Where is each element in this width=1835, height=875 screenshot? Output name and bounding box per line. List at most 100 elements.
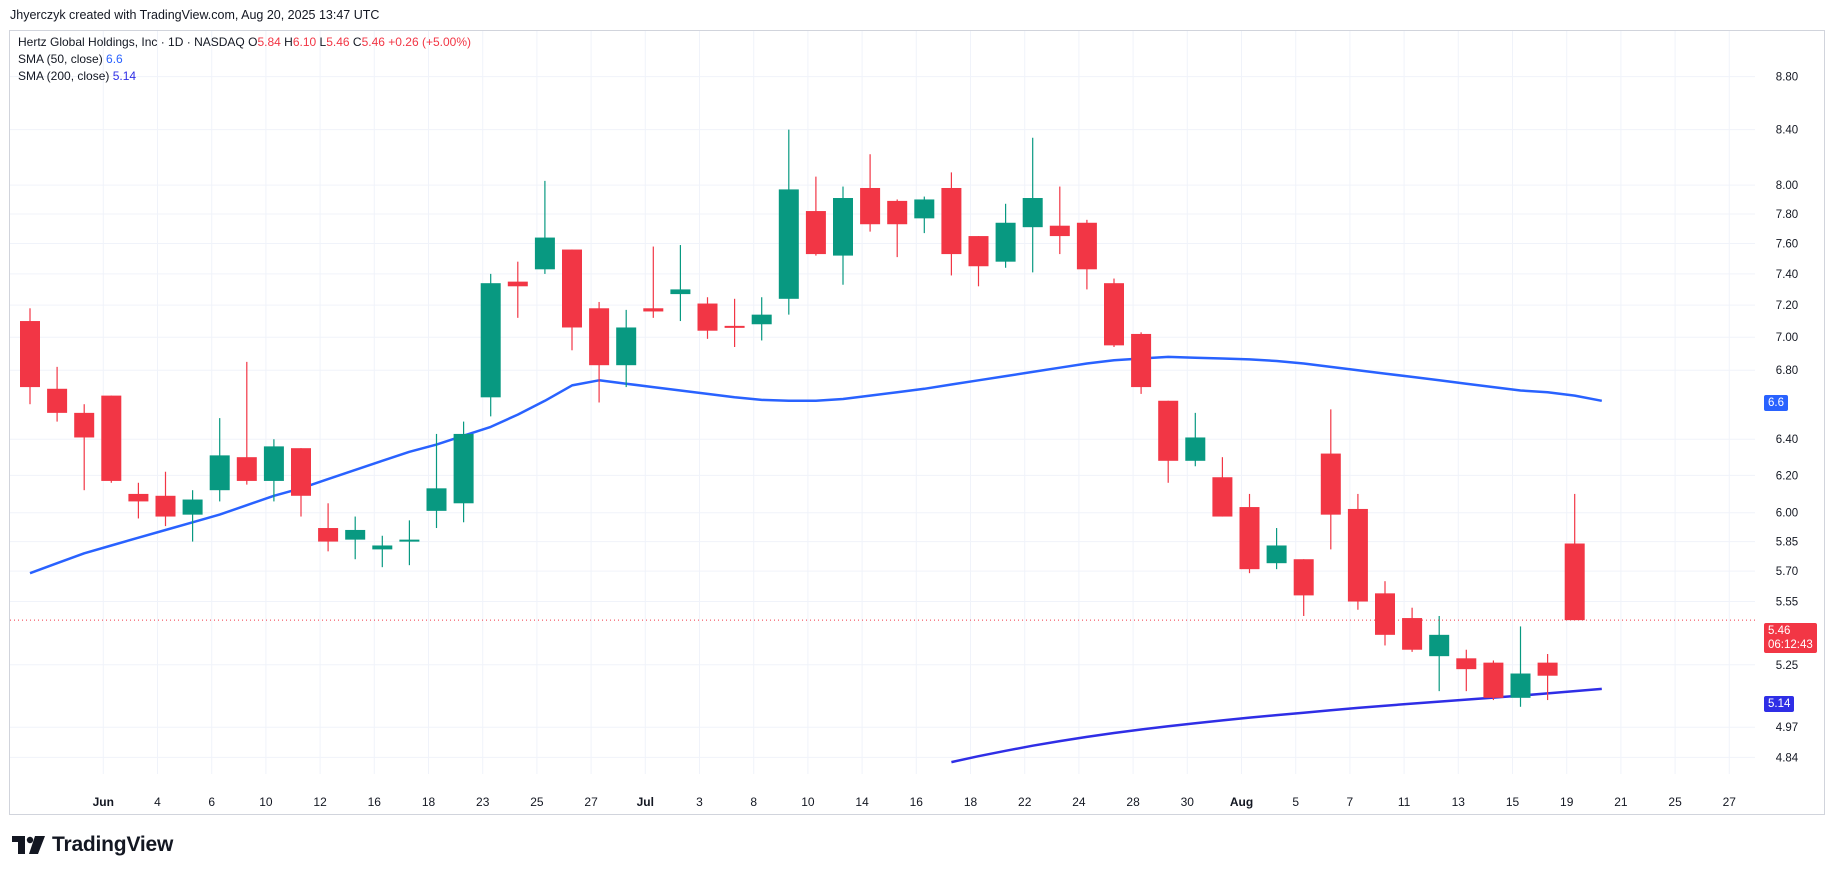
- time-tick-label: 7: [1347, 795, 1354, 809]
- candle-body: [643, 308, 664, 312]
- candle-body: [1375, 593, 1395, 635]
- legend-sma200-row[interactable]: SMA (200, close) 5.14: [18, 68, 471, 85]
- candle: [1239, 493, 1260, 574]
- tradingview-logo-icon: [12, 836, 45, 854]
- candle-body: [589, 308, 610, 366]
- candle-body: [236, 457, 257, 481]
- time-tick-label: 25: [1668, 795, 1682, 809]
- candle: [941, 172, 962, 276]
- candlestick-chart[interactable]: 8.80 8.40 8.00 7.80 7.60 7.40 7.20 7.00 6.80 6.40…: [0, 0, 1835, 815]
- candle-body: [1402, 618, 1423, 650]
- time-tick-label: 27: [584, 795, 598, 809]
- time-tick-label: 6: [208, 795, 215, 809]
- candle: [887, 199, 908, 258]
- candle-body: [1510, 673, 1531, 698]
- price-tick-label: 8.80: [1776, 72, 1798, 84]
- time-tick-label: 12: [313, 795, 327, 809]
- sma-200-path: [951, 687, 1602, 764]
- time-tick-label: 4: [154, 795, 161, 809]
- candle: [697, 297, 718, 339]
- chart-legend: Hertz Global Holdings, Inc · 1D · NASDAQ…: [18, 34, 471, 85]
- price-tick-label: 8.40: [1776, 125, 1798, 137]
- candle-body: [1564, 543, 1585, 621]
- candle-body: [128, 493, 149, 502]
- legend-sma200-label: SMA (200, close): [18, 69, 110, 83]
- candle-body: [1131, 333, 1152, 388]
- candle-body: [1456, 658, 1477, 670]
- candle-body: [968, 236, 989, 267]
- time-tick-label: 16: [368, 795, 382, 809]
- candle-body: [426, 488, 447, 511]
- legend-sma50-label: SMA (50, close): [18, 52, 103, 66]
- candle: [426, 433, 447, 529]
- time-tick-label: 3: [696, 795, 703, 809]
- candle-body: [20, 321, 40, 388]
- candle: [1510, 626, 1531, 707]
- candle-body: [372, 545, 393, 550]
- candle: [751, 297, 772, 341]
- time-tick-label: 24: [1072, 795, 1086, 809]
- candle: [1131, 332, 1152, 394]
- legend-open-value: 5.84: [257, 35, 281, 49]
- legend-close-value: 5.46: [361, 35, 385, 49]
- legend-sma50-row[interactable]: SMA (50, close) 6.6: [18, 51, 471, 68]
- price-tick-label: 4.84: [1776, 752, 1799, 764]
- candle-body: [1185, 437, 1206, 461]
- time-tick-label: Aug: [1230, 795, 1253, 809]
- time-tick-label: 21: [1614, 795, 1628, 809]
- candle: [74, 404, 95, 491]
- candle: [1402, 607, 1423, 652]
- candle-body: [345, 529, 366, 540]
- candle-body: [616, 327, 637, 366]
- candle: [562, 249, 582, 351]
- time-tick-label: 14: [855, 795, 869, 809]
- candle: [1212, 457, 1233, 517]
- legend-sma200-value: 5.14: [112, 69, 137, 83]
- time-tick-label: 19: [1560, 795, 1574, 809]
- time-tick-label: 13: [1452, 795, 1466, 809]
- last-price-tag: 5.46 06:12:43: [1764, 623, 1817, 653]
- candle-body: [101, 395, 122, 481]
- attribution-text: Jhyerczyk created with TradingView.com, …: [10, 8, 380, 22]
- candle: [616, 309, 637, 388]
- candle: [1158, 400, 1179, 483]
- price-tick-label: 7.80: [1776, 209, 1798, 221]
- candle: [507, 261, 528, 318]
- candle-body: [1049, 225, 1070, 237]
- sma50-price-tag: 6.6: [1764, 395, 1788, 411]
- price-tick-label: 6.80: [1776, 365, 1798, 377]
- candle-body: [291, 448, 311, 496]
- candle-body: [507, 281, 528, 287]
- candle: [236, 361, 257, 485]
- candle: [155, 471, 176, 527]
- candle: [345, 516, 366, 560]
- candle: [805, 176, 826, 256]
- candle: [1104, 278, 1124, 348]
- candle-body: [914, 199, 935, 219]
- candle: [1347, 493, 1368, 610]
- candle-body: [833, 198, 853, 256]
- candle: [643, 246, 664, 318]
- time-tick-label: 10: [801, 795, 815, 809]
- candle: [1022, 137, 1043, 273]
- time-tick-label: 16: [910, 795, 924, 809]
- candle: [860, 154, 881, 232]
- legend-symbol: Hertz Global Holdings, Inc · 1D · NASDAQ: [18, 35, 245, 49]
- candle-body: [263, 446, 284, 481]
- candle: [833, 186, 853, 285]
- sma200-price-tag: 5.14: [1764, 696, 1795, 712]
- candle-body: [562, 249, 582, 328]
- candle: [670, 245, 691, 322]
- time-tick-label: 30: [1181, 795, 1195, 809]
- legend-close-label: C: [352, 35, 362, 49]
- candle: [318, 503, 339, 552]
- legend-low-value: 5.46: [326, 35, 350, 49]
- candle: [534, 180, 555, 274]
- candle-body: [47, 388, 68, 413]
- candles-layer: [20, 129, 1585, 707]
- tradingview-brand[interactable]: TradingView: [12, 833, 173, 857]
- time-tick-label: 11: [1398, 795, 1411, 809]
- chart-frame[interactable]: [9, 30, 1825, 815]
- time-axis: Jun 4 6 10 12 16 18 23 25 27 Jul 3 8 10 14 16 18 22 24 28 30…: [93, 795, 1737, 809]
- legend-high-value: 6.10: [292, 35, 317, 49]
